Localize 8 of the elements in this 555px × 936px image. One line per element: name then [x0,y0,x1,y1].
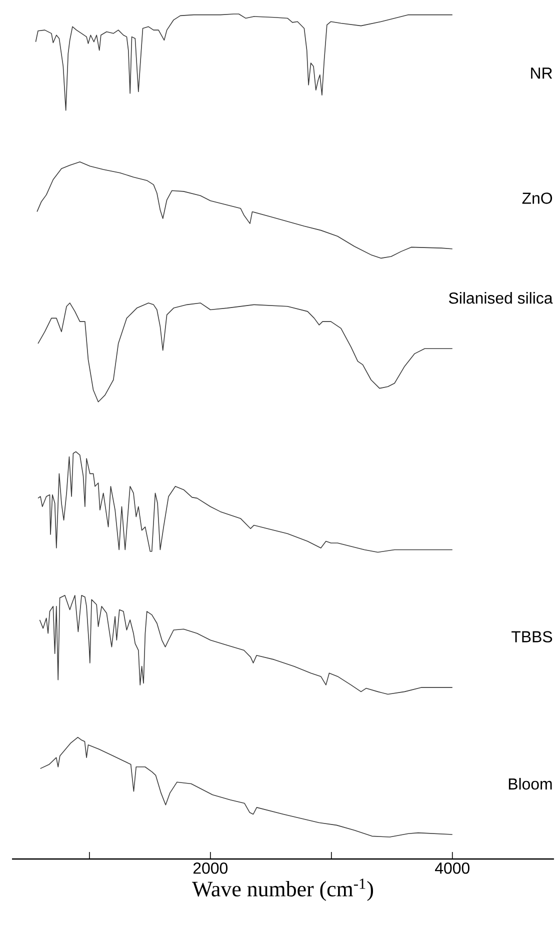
text: TBBS [512,631,552,642]
x-tick-label: 4000 [435,862,470,874]
text: Bloom [509,778,552,790]
x-tick-label: 2000 [194,862,228,874]
x-axis-title: Wave number (cm$^{-1}$) [192,878,374,901]
text: ZnO [522,192,552,204]
text: NR [531,68,552,79]
text: Silanised silica [449,292,553,304]
